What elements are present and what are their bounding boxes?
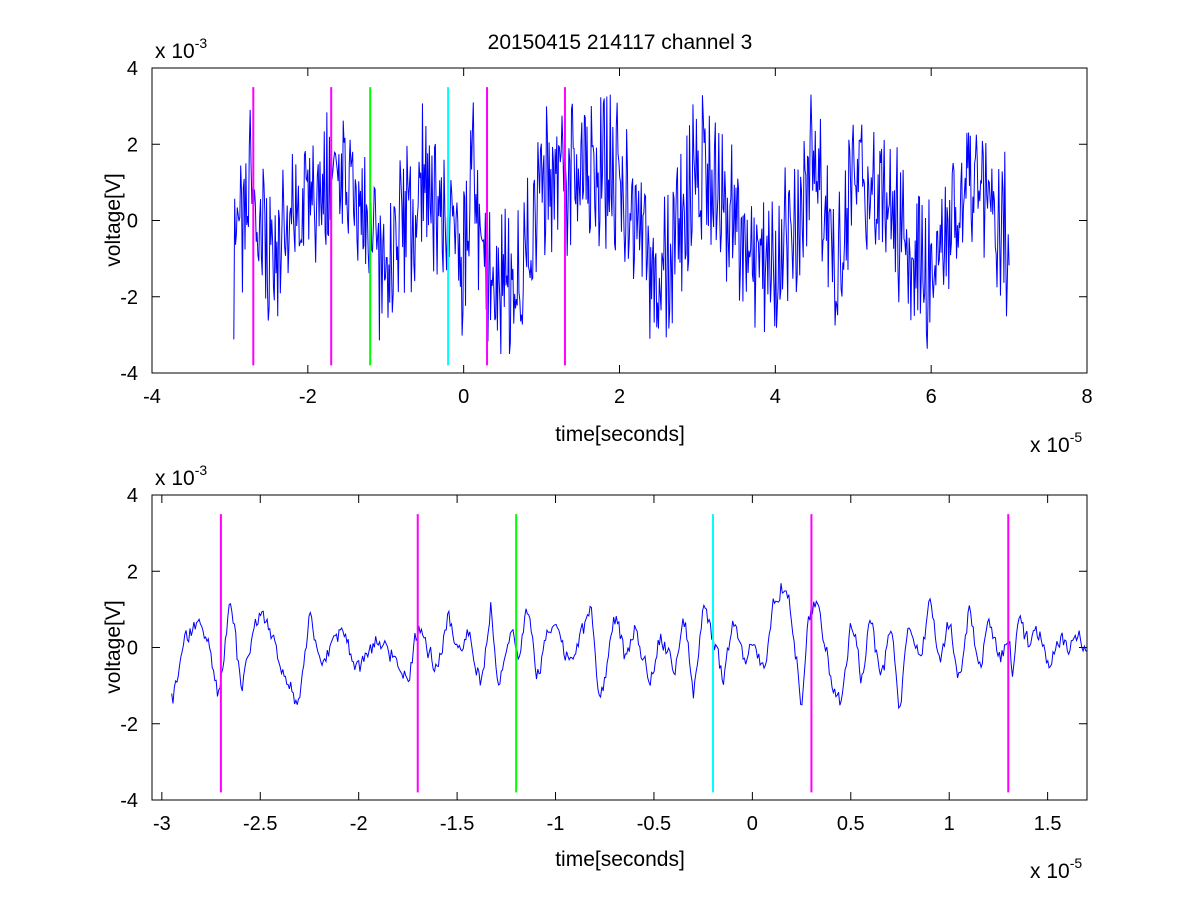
bottom-y-tick-label: -4 [120, 790, 138, 812]
top-y-tick-label: 2 [127, 134, 138, 156]
bottom-x-axis-label: time[seconds] [555, 848, 685, 871]
top-plot: 20150415 214117 channel 3 time[seconds] … [102, 31, 1093, 457]
top-signal-line [233, 94, 1010, 354]
top-y-exponent: x 10-3 [155, 35, 207, 63]
bottom-x-tick-label: -0.5 [637, 813, 671, 835]
top-x-exponent-base: x 10 [1030, 434, 1070, 457]
top-y-tick-label: -4 [120, 363, 138, 385]
bottom-x-tick-label: 0.5 [837, 813, 865, 835]
bottom-x-tick-label: -1 [547, 813, 565, 835]
bottom-x-tick-label: -2.5 [243, 813, 277, 835]
top-y-exponent-power: -3 [195, 35, 208, 51]
top-x-tick-label: 8 [1081, 386, 1092, 408]
top-y-tick-label: -2 [120, 287, 138, 309]
bottom-x-exponent-power: -5 [1070, 855, 1083, 871]
top-x-exponent-power: -5 [1070, 429, 1083, 445]
bottom-y-exponent-power: -3 [195, 462, 208, 478]
bottom-x-tick-label: 1 [944, 813, 955, 835]
bottom-y-axis-label: voltage[V] [102, 600, 125, 693]
top-x-tick-label: -4 [143, 386, 161, 408]
top-x-tick-label: 2 [614, 386, 625, 408]
top-x-tick-label: -2 [299, 386, 317, 408]
top-x-tick-label: 0 [458, 386, 469, 408]
bottom-y-tick-label: 4 [127, 485, 138, 507]
top-y-tick-label: 0 [127, 211, 138, 233]
bottom-y-tick-label: 0 [127, 638, 138, 660]
bottom-axes-box [151, 494, 1088, 801]
bottom-y-tick-label: -2 [120, 714, 138, 736]
bottom-x-tick-label: 0 [747, 813, 758, 835]
bottom-x-tick-label: -3 [153, 813, 171, 835]
bottom-x-exponent: x 10-5 [1030, 855, 1082, 883]
top-y-tick-label: 4 [127, 58, 138, 80]
bottom-x-exponent-base: x 10 [1030, 860, 1070, 883]
top-x-exponent: x 10-5 [1030, 429, 1082, 457]
top-x-axis-label: time[seconds] [555, 423, 685, 446]
top-y-axis-label: voltage[V] [102, 173, 125, 266]
top-x-tick-label: 4 [770, 386, 781, 408]
bottom-y-exponent: x 10-3 [155, 462, 207, 490]
bottom-x-tick-label: 1.5 [1034, 813, 1062, 835]
top-y-exponent-base: x 10 [155, 40, 195, 63]
bottom-plot: time[seconds] voltage[V] x 10-3 x 10-5 -… [102, 462, 1088, 883]
top-x-tick-label: 6 [926, 386, 937, 408]
bottom-signal-line [171, 583, 1088, 710]
chart-title: 20150415 214117 channel 3 [488, 31, 753, 54]
bottom-x-tick-label: -2 [350, 813, 368, 835]
bottom-x-tick-label: -1.5 [440, 813, 474, 835]
bottom-y-exponent-base: x 10 [155, 467, 195, 490]
bottom-y-tick-label: 2 [127, 561, 138, 583]
